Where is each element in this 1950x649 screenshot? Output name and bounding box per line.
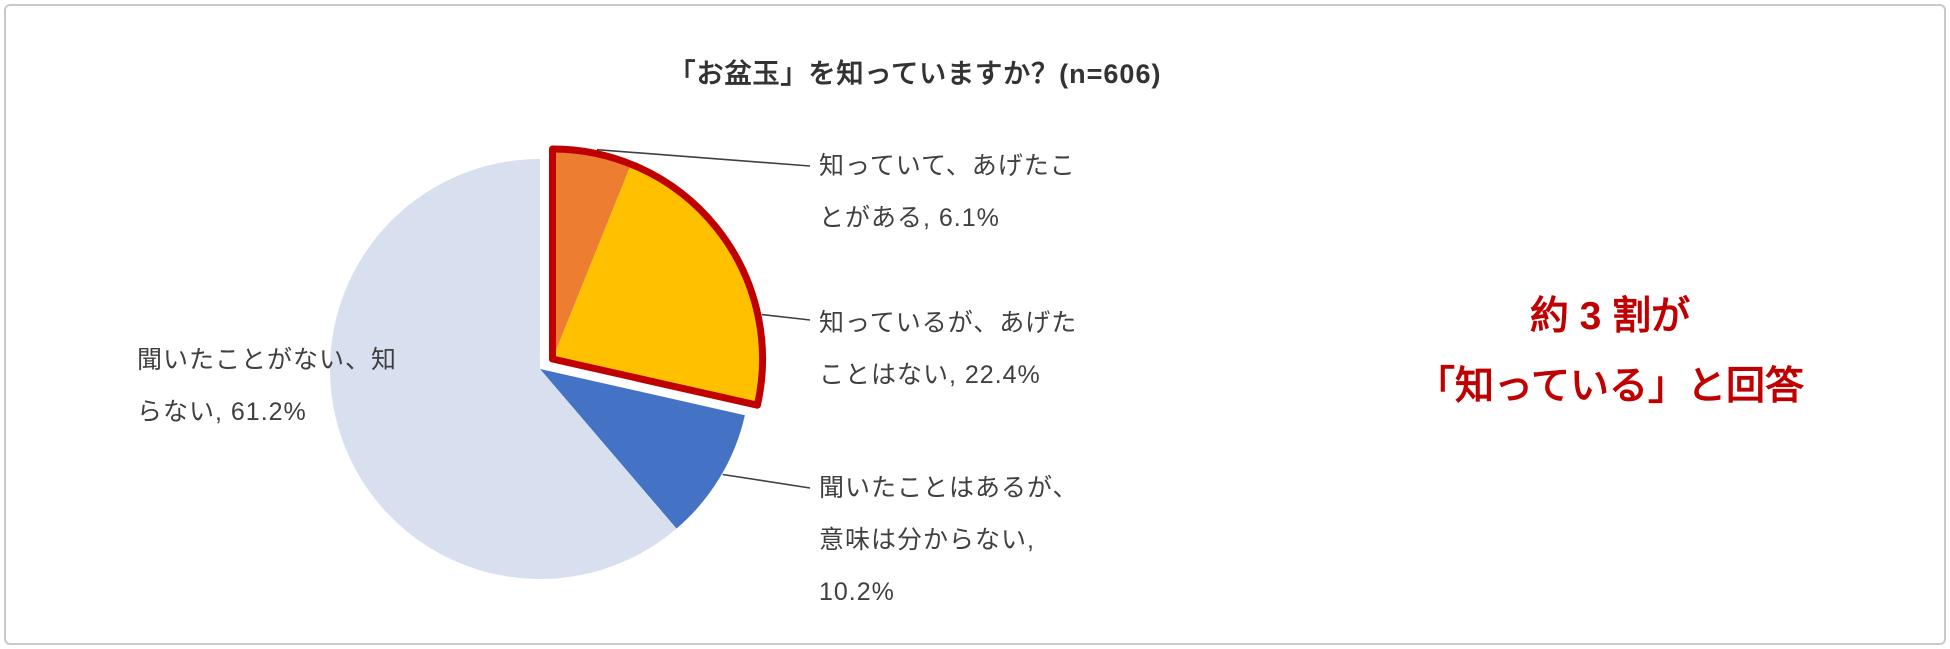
leader-line-0 [596, 148, 811, 167]
slice-label-line: 聞いたことはあるが、 [819, 474, 1079, 502]
pie-slice-3 [330, 159, 677, 579]
slice-label-know-and-given: 知っていて、あげたこ とがある, 6.1% [819, 140, 1076, 244]
slice-label-line: 知っていて、あげたこ [819, 152, 1076, 180]
slice-label-line: らない, 61.2% [137, 398, 307, 426]
pie-slice-0 [552, 149, 632, 359]
leader-line-2 [722, 473, 811, 489]
pie-slice-2 [540, 369, 745, 529]
slice-label-line: ことはない, 22.4% [819, 361, 1041, 389]
slice-label-line: とがある, 6.1% [819, 204, 1000, 232]
annotation-line-1: 約 3 割が [1529, 295, 1691, 338]
annotation-text: 約 3 割が 「知っている」と回答 [1230, 282, 1950, 422]
slice-label-heard-no-meaning: 聞いたことはあるが、 意味は分からない, 10.2% [819, 462, 1079, 618]
slice-label-know-not-given: 知っているが、あげた ことはない, 22.4% [819, 297, 1077, 401]
slice-label-line: 知っているが、あげた [819, 309, 1078, 337]
slice-label-never-heard: 聞いたことがない、知 らない, 61.2% [137, 334, 397, 438]
slice-label-line: 聞いたことがない、知 [137, 346, 398, 374]
slice-label-line: 10.2% [819, 578, 895, 606]
highlight-outline [549, 145, 767, 409]
leader-line-1 [761, 313, 811, 321]
annotation-line-2: 「知っている」と回答 [1415, 365, 1805, 408]
chart-title: 「お盆玉」を知っていますか？(n=606) [668, 59, 1162, 89]
slice-label-line: 意味は分からない, [819, 526, 1035, 554]
